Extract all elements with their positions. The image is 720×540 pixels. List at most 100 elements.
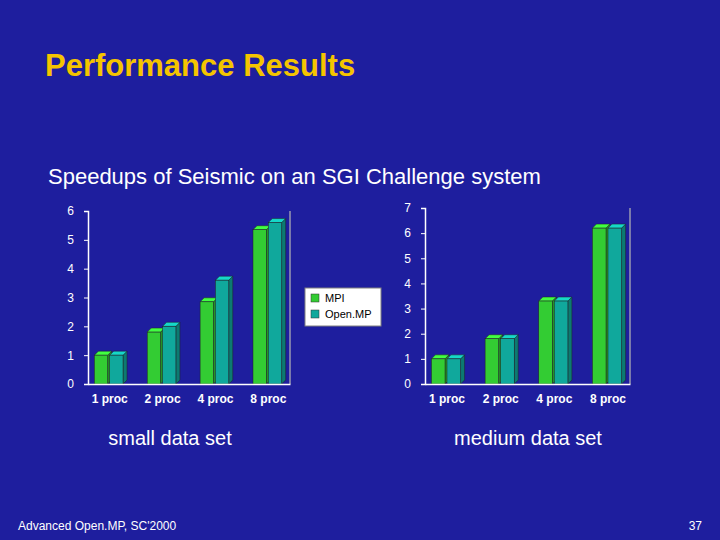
y-tick: 1	[67, 349, 88, 363]
y-tick: 7	[404, 201, 425, 215]
x-tick-label: 1 proc	[429, 392, 465, 406]
x-axis: 1 proc 2 proc 4 proc 8 proc	[426, 384, 631, 406]
bar-side	[461, 355, 465, 384]
legend-box	[305, 288, 381, 326]
bar-side	[123, 351, 127, 384]
bar-front: MPI	[147, 332, 160, 384]
bar-top	[147, 328, 164, 332]
bar-front: Open.MP	[554, 301, 568, 384]
bar-top	[447, 355, 465, 359]
bar: MPI	[431, 355, 449, 384]
y-tick-mark	[421, 283, 425, 284]
x-tick-label: 2 proc	[483, 392, 519, 406]
bar-front: Open.MP	[447, 359, 461, 384]
y-tick: 2	[404, 327, 425, 341]
y-tick: 4	[67, 262, 88, 276]
bar: Open.MP	[110, 351, 127, 384]
y-tick-mark	[84, 298, 88, 299]
bar: MPI	[253, 226, 270, 384]
bar-top	[431, 355, 449, 359]
y-tick-mark	[421, 384, 425, 385]
y-tick: 5	[404, 252, 425, 266]
page-number: 37	[689, 519, 703, 533]
bar-front: Open.MP	[268, 223, 281, 384]
y-tick-label: 2	[404, 327, 411, 341]
bars: MPIMPIMPIMPIOpen.MPOpen.MPOpen.MPOpen.MP	[94, 219, 285, 384]
slide-title: Performance Results	[45, 48, 355, 83]
bar: MPI	[592, 224, 610, 384]
bar-top	[200, 298, 217, 302]
bar: Open.MP	[554, 297, 572, 384]
x-tick-label: 1 proc	[92, 392, 128, 406]
bar-top	[215, 276, 232, 280]
y-tick: 6	[67, 204, 88, 218]
bar: Open.MP	[268, 219, 285, 384]
legend-swatch	[311, 310, 319, 318]
y-tick-label: 7	[404, 201, 411, 215]
bar-top	[110, 351, 127, 355]
y-tick-mark	[421, 208, 425, 209]
bar-top	[608, 224, 626, 228]
y-axis-line	[421, 209, 426, 385]
y-tick: 0	[404, 377, 425, 391]
y-tick-mark	[421, 258, 425, 259]
y-tick-label: 0	[67, 377, 74, 391]
y-tick-label: 6	[67, 204, 74, 218]
bar: Open.MP	[608, 224, 626, 384]
y-tick-mark	[421, 334, 425, 335]
bar-top	[485, 335, 503, 339]
background	[0, 0, 720, 540]
x-axis-line	[89, 384, 291, 386]
plot-wall	[629, 208, 631, 384]
legend-swatch	[311, 294, 319, 302]
x-tick: 4 proc	[197, 384, 233, 406]
y-tick-label: 1	[404, 352, 411, 366]
y-tick-label: 0	[404, 377, 411, 391]
y-tick-mark	[84, 211, 88, 212]
bar-top	[268, 219, 285, 223]
y-tick: 3	[404, 302, 425, 316]
bar-top	[592, 224, 610, 228]
y-tick: 3	[67, 291, 88, 305]
x-tick: 8 proc	[250, 384, 286, 406]
y-axis-line	[84, 212, 89, 385]
bar-side	[622, 224, 626, 384]
bar-top	[94, 351, 111, 355]
subtitle: Speedups of Seismic on an SGI Challenge …	[48, 164, 541, 189]
bar-front: Open.MP	[608, 228, 622, 384]
bar-side	[568, 297, 572, 384]
bar-top	[163, 322, 180, 326]
bar: MPI	[485, 335, 503, 384]
bar-top	[539, 297, 557, 301]
bar-side	[282, 219, 286, 384]
x-tick-label: 8 proc	[590, 392, 626, 406]
x-tick: 2 proc	[145, 384, 181, 406]
bar-side	[229, 276, 233, 384]
bar-front: MPI	[200, 302, 213, 384]
bar-top	[501, 335, 519, 339]
y-tick-label: 2	[67, 320, 74, 334]
y-tick-label: 5	[404, 252, 411, 266]
bar-front: Open.MP	[215, 280, 228, 384]
bar-side	[514, 335, 518, 384]
bar-front: MPI	[253, 230, 266, 384]
y-tick-mark	[84, 384, 88, 385]
y-tick: 6	[404, 226, 425, 240]
x-tick-label: 4 proc	[536, 392, 572, 406]
bars: MPIMPIMPIMPIOpen.MPOpen.MPOpen.MPOpen.MP	[431, 224, 625, 384]
bar-side	[176, 322, 180, 384]
bar-front: MPI	[485, 339, 499, 384]
legend-label: Open.MP	[325, 308, 371, 320]
y-tick-label: 4	[404, 277, 411, 291]
bar: Open.MP	[163, 322, 180, 384]
y-tick-label: 3	[404, 302, 411, 316]
y-tick-mark	[421, 233, 425, 234]
x-label: medium data set	[454, 427, 602, 449]
x-axis-line	[426, 384, 631, 386]
slide: Performance Results Speedups of Seismic o…	[0, 0, 720, 540]
bar-top	[554, 297, 572, 301]
legend-label: MPI	[325, 292, 345, 304]
x-axis: 1 proc 2 proc 4 proc 8 proc	[89, 384, 291, 406]
y-tick-label: 3	[67, 291, 74, 305]
x-tick: 1 proc	[429, 384, 465, 406]
